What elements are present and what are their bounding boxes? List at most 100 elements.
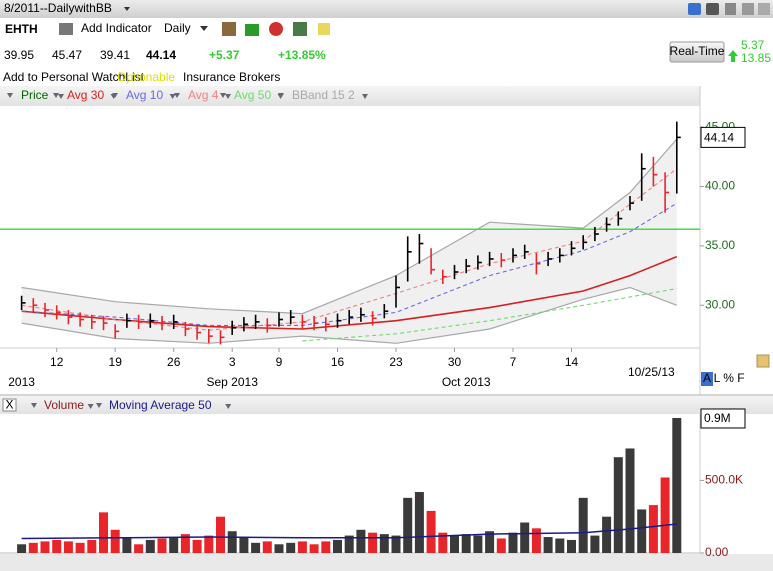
close-panel-label[interactable]: X <box>5 398 13 412</box>
x-tick-label: 3 <box>229 355 236 369</box>
volume-bar <box>473 535 483 553</box>
icon[interactable] <box>269 22 283 36</box>
volume-legend-bar <box>0 396 773 414</box>
x-tick-label: 26 <box>167 355 181 369</box>
volume-bar <box>180 534 190 553</box>
icon[interactable] <box>318 23 330 35</box>
volume-bar <box>368 532 378 553</box>
month-label: Sep 2013 <box>207 375 259 389</box>
dropdown-arrow[interactable] <box>200 26 208 31</box>
icon[interactable] <box>758 3 770 15</box>
volume-bar <box>321 541 331 553</box>
volume-bar <box>637 509 647 553</box>
legend-arrow <box>96 403 102 408</box>
close-panel-button[interactable] <box>2 398 17 412</box>
icon[interactable] <box>706 3 719 15</box>
band-fill <box>21 139 677 344</box>
volume-panel: 0.00 500.0K 0.9M Volume Moving Average 50 <box>17 398 746 559</box>
x-tick-label: 23 <box>389 355 403 369</box>
legend-entry: Avg 30 <box>67 88 104 102</box>
volume-bar <box>239 537 249 553</box>
x-tick-label: 19 <box>109 355 123 369</box>
scale-highlight[interactable] <box>701 372 713 386</box>
icon[interactable] <box>725 3 736 15</box>
icon[interactable] <box>245 24 259 36</box>
y-tick-label: 35.00 <box>705 238 735 252</box>
y-tick-label: 40.00 <box>705 179 735 193</box>
volume-bar <box>660 477 670 553</box>
volume-bar <box>578 497 588 553</box>
legend-entry: Price <box>21 88 49 102</box>
volume-bar <box>379 534 389 553</box>
legend-dropdown <box>87 404 94 409</box>
volume-bar <box>461 534 471 553</box>
side-change: 5.37 <box>741 38 765 52</box>
icon[interactable] <box>742 3 754 15</box>
dropdown-arrow[interactable] <box>124 7 130 11</box>
symbol: EHTH <box>5 22 38 36</box>
volume-bar <box>286 542 296 553</box>
volume-bar <box>227 531 237 553</box>
icon[interactable] <box>688 3 701 15</box>
date-label: 10/25/13 <box>628 365 675 379</box>
title-bar <box>0 0 773 18</box>
x-tick-label: 9 <box>276 355 283 369</box>
side-pct: 13.85 <box>741 51 771 65</box>
low: 39.41 <box>100 48 130 62</box>
volume-bar <box>157 538 167 553</box>
legend-dropdown <box>169 94 176 99</box>
realtime-label[interactable]: Real-Time <box>670 44 725 58</box>
icon[interactable] <box>59 23 73 35</box>
y-tick-label: 500.0K <box>705 473 743 487</box>
optionable: Optionable <box>117 70 175 84</box>
volume-bar <box>438 532 448 553</box>
legend-arrow <box>112 93 118 98</box>
volume-bar <box>590 535 600 553</box>
volume-bar <box>145 539 155 553</box>
last: 44.14 <box>146 48 176 62</box>
period[interactable]: Daily <box>164 21 191 35</box>
last-price-label: 44.14 <box>704 131 734 145</box>
legend-entry: Avg 4 <box>188 88 219 102</box>
volume-bar <box>602 516 612 553</box>
icon[interactable] <box>222 22 236 36</box>
volume-bar <box>251 542 261 553</box>
volume-bar <box>531 528 541 553</box>
legend-bar <box>0 86 700 106</box>
volume-bar <box>204 535 214 553</box>
y-tick-label: 0.00 <box>705 545 729 559</box>
x-tick-label: 12 <box>50 355 64 369</box>
volume-bar <box>297 541 307 553</box>
legend-arrow <box>220 93 226 98</box>
volume-bar <box>40 541 50 553</box>
volume-bar <box>543 537 553 553</box>
volume-bar <box>648 505 658 553</box>
volume-bar <box>485 531 495 553</box>
add-indicator[interactable]: Add Indicator <box>81 21 152 35</box>
realtime-button[interactable] <box>669 41 725 63</box>
legend-entry: Moving Average 50 <box>109 398 212 412</box>
edit-icon[interactable] <box>756 354 770 368</box>
legend-arrow <box>53 93 59 98</box>
change-pct: +13.85% <box>278 48 326 62</box>
volume-bar <box>274 544 284 553</box>
volume-bar <box>450 535 459 553</box>
volume-bar <box>567 539 576 553</box>
legend-dropdown <box>362 94 368 99</box>
scale-options[interactable]: A L % F <box>703 371 745 385</box>
y-tick-label: 30.00 <box>705 297 735 311</box>
icon[interactable] <box>293 22 307 36</box>
footer <box>0 554 773 571</box>
volume-bar <box>169 537 179 553</box>
volume-bar <box>356 529 366 553</box>
band-line <box>21 286 678 344</box>
moving-average <box>21 255 678 330</box>
legend-dropdown <box>58 94 64 99</box>
x-tick-label: 7 <box>510 355 517 369</box>
volume-bar <box>122 538 132 553</box>
volume-bar <box>28 542 38 553</box>
watchlist-link[interactable]: Add to Personal WatchList <box>3 70 145 84</box>
chart-name[interactable]: 8/2011--DailywithBB <box>4 1 112 15</box>
last-volume-box <box>700 408 746 429</box>
